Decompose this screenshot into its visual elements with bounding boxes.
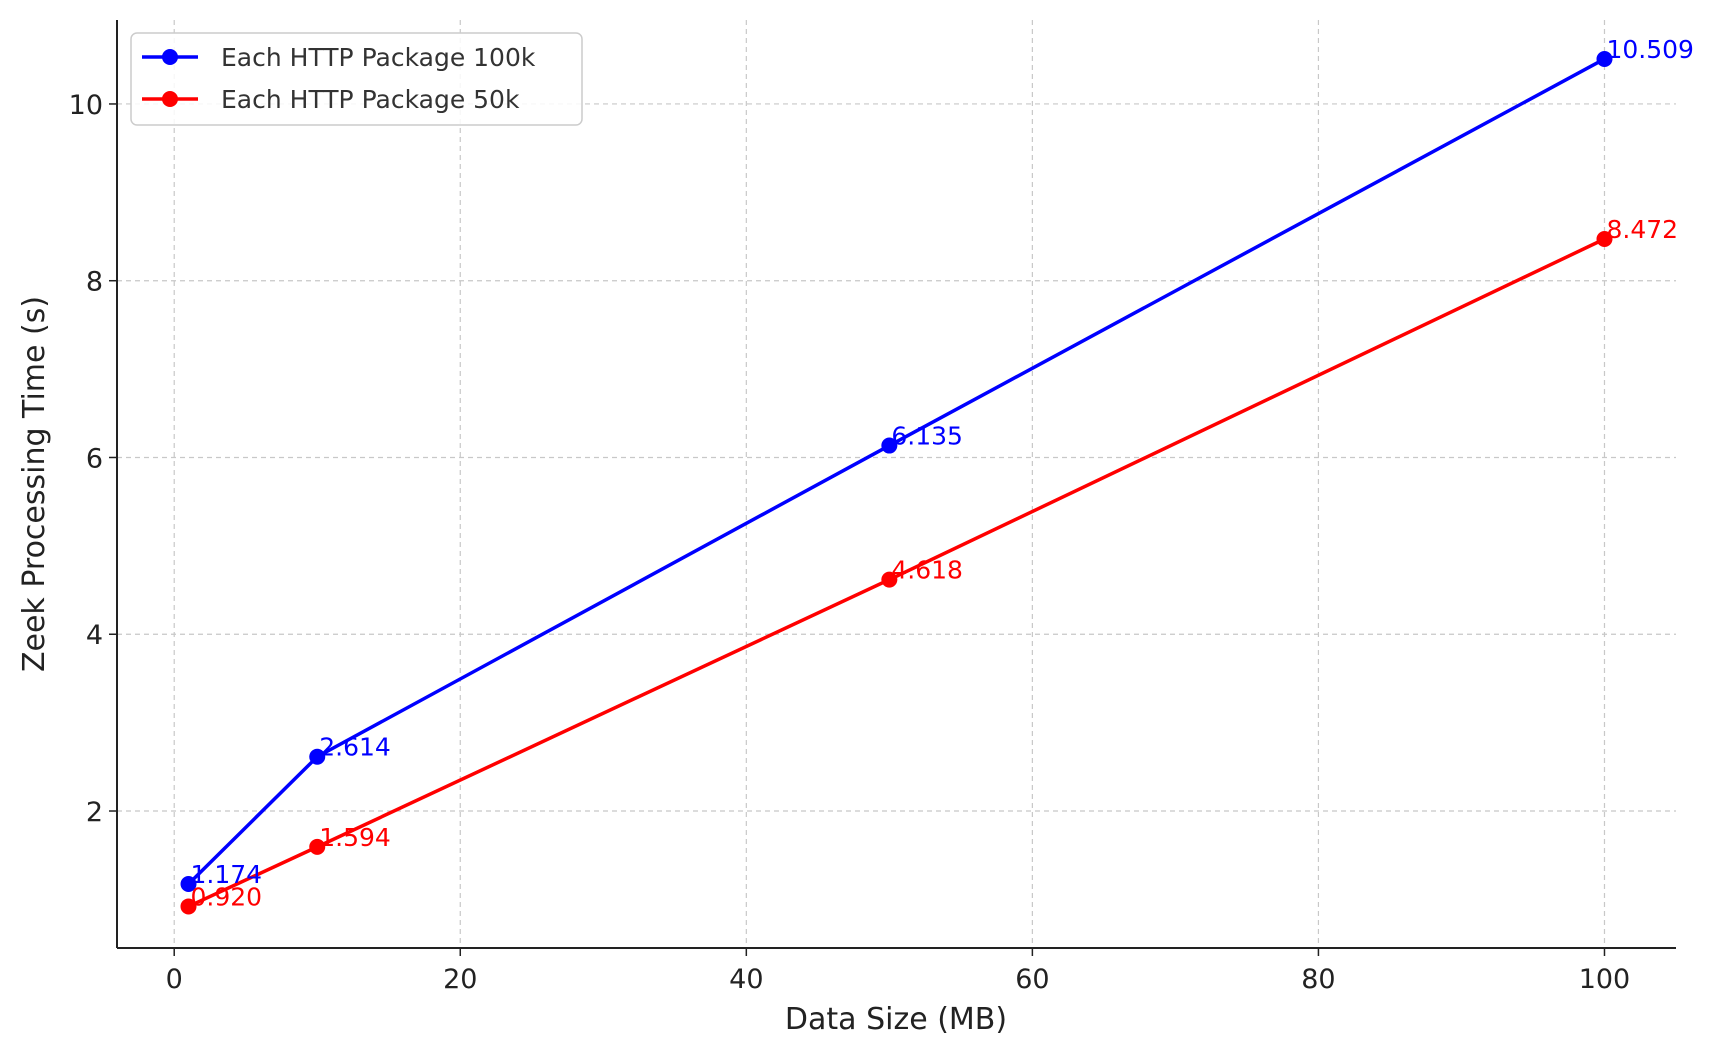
- legend: Each HTTP Package 100k Each HTTP Package…: [130, 32, 583, 126]
- data-point: [180, 898, 197, 915]
- grid: [117, 20, 1676, 948]
- series-line-0: [187, 57, 1606, 886]
- legend-marker-100k: [162, 49, 178, 65]
- data-label: 0.920: [191, 882, 263, 911]
- data-point: [1596, 50, 1613, 67]
- data-point: [309, 838, 326, 855]
- data-label: 10.509: [1606, 35, 1693, 64]
- data-label: 4.618: [891, 556, 963, 585]
- data-label: 8.472: [1606, 215, 1678, 244]
- data-point: [881, 437, 898, 454]
- x-tick-label: 100: [1579, 964, 1631, 995]
- data-label: 1.594: [319, 823, 391, 852]
- x-tick-label: 20: [443, 964, 477, 995]
- y-tick-label: 4: [86, 620, 103, 651]
- x-axis-title: Data Size (MB): [785, 1002, 1007, 1037]
- data-point: [309, 748, 326, 765]
- series-line-1: [187, 237, 1606, 909]
- y-axis-title: Zeek Processing Time (s): [17, 296, 52, 672]
- data-point: [881, 571, 898, 588]
- series: [180, 50, 1613, 915]
- data-label: 2.614: [319, 733, 391, 762]
- legend-box: [130, 32, 583, 126]
- data-label: 6.135: [891, 422, 963, 451]
- x-tick-label: 40: [729, 964, 763, 995]
- y-tick-label: 2: [86, 797, 103, 828]
- legend-label-50k: Each HTTP Package 50k: [221, 85, 520, 114]
- x-tick-label: 0: [166, 964, 183, 995]
- y-tick-label: 8: [86, 267, 103, 298]
- data-labels: 1.174 2.614 6.135 10.509 0.920 1.594 4.618 8.47…: [191, 35, 1694, 911]
- axes: [116, 20, 1676, 949]
- data-point: [1596, 231, 1613, 248]
- x-tick-label: 60: [1015, 964, 1049, 995]
- x-tick-label: 80: [1301, 964, 1335, 995]
- ticks: 0 20 40 60 80 100 2 4 6 8 10: [69, 90, 1631, 995]
- legend-marker-50k: [162, 91, 178, 107]
- y-tick-label: 6: [86, 443, 103, 474]
- legend-label-100k: Each HTTP Package 100k: [221, 43, 536, 72]
- data-point: [180, 876, 197, 893]
- y-tick-label: 10: [69, 90, 103, 121]
- data-label: 1.174: [191, 860, 263, 889]
